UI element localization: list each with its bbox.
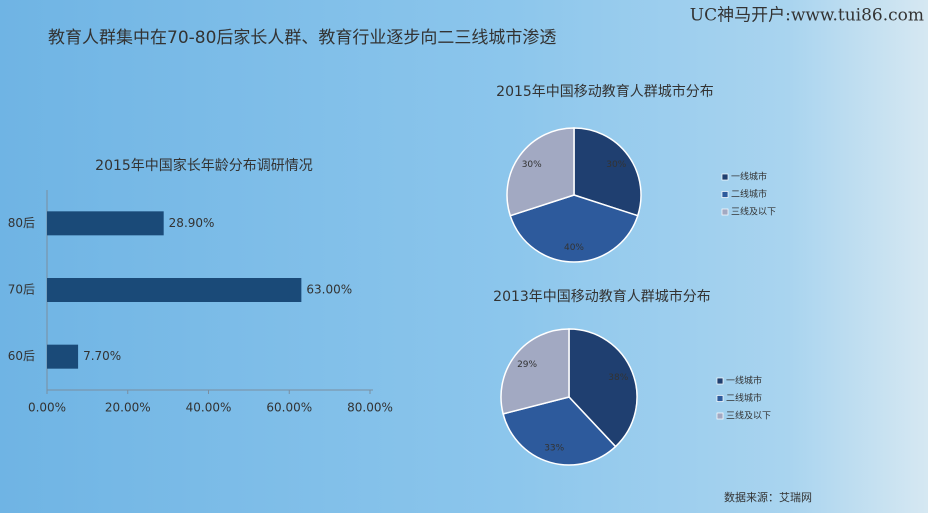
pie-slice [573, 127, 642, 217]
value-label: 28.90% [169, 216, 215, 230]
slide-title: 教育人群集中在70-80后家长人群、教育行业逐步向二三线城市渗透 [48, 28, 556, 48]
y-tick-label: 60后 [8, 349, 35, 363]
legend-swatch [721, 173, 729, 181]
pie-slice [502, 396, 617, 466]
chart-title: 2015年中国家长年龄分布调研情况 [95, 157, 313, 174]
x-tick-label: 60.00% [266, 401, 312, 415]
legend-swatch [716, 412, 724, 420]
legend-label: 二线城市 [731, 188, 767, 200]
pie-slice [506, 127, 575, 217]
value-label: 7.70% [83, 349, 121, 363]
legend-label: 一线城市 [726, 375, 762, 387]
bar [47, 344, 79, 369]
legend-label: 三线及以下 [726, 410, 771, 422]
legend-swatch [716, 395, 724, 402]
chart-title: 2013年中国移动教育人群城市分布 [493, 288, 711, 305]
y-tick-label: 70后 [8, 283, 35, 297]
pie-slice [500, 328, 570, 415]
value-label: 38% [608, 373, 628, 383]
watermark: UC神马开户:www.tui86.com [690, 6, 924, 26]
legend-swatch [716, 377, 724, 385]
y-tick-label: 80后 [8, 216, 35, 230]
pie-slice [509, 194, 639, 263]
x-tick-label: 40.00% [186, 401, 232, 415]
x-tick-label: 0.00% [28, 401, 66, 415]
value-label: 63.00% [306, 283, 352, 297]
value-label: 29% [517, 360, 537, 370]
legend-swatch [721, 191, 729, 198]
x-tick-label: 80.00% [347, 401, 393, 415]
legend-label: 一线城市 [731, 171, 767, 183]
chart-title: 2015年中国移动教育人群城市分布 [496, 83, 714, 100]
bar [47, 211, 164, 236]
legend-label: 三线及以下 [731, 206, 776, 218]
legend-label: 二线城市 [726, 392, 762, 404]
source: 数据来源：艾瑞网 [724, 490, 812, 504]
pie-slice [568, 328, 638, 448]
legend-swatch [721, 208, 729, 216]
bar [47, 278, 302, 302]
value-label: 30% [606, 160, 626, 170]
value-label: 40% [564, 243, 584, 253]
value-label: 33% [544, 443, 564, 453]
value-label: 30% [522, 160, 542, 170]
x-tick-label: 20.00% [105, 401, 151, 415]
